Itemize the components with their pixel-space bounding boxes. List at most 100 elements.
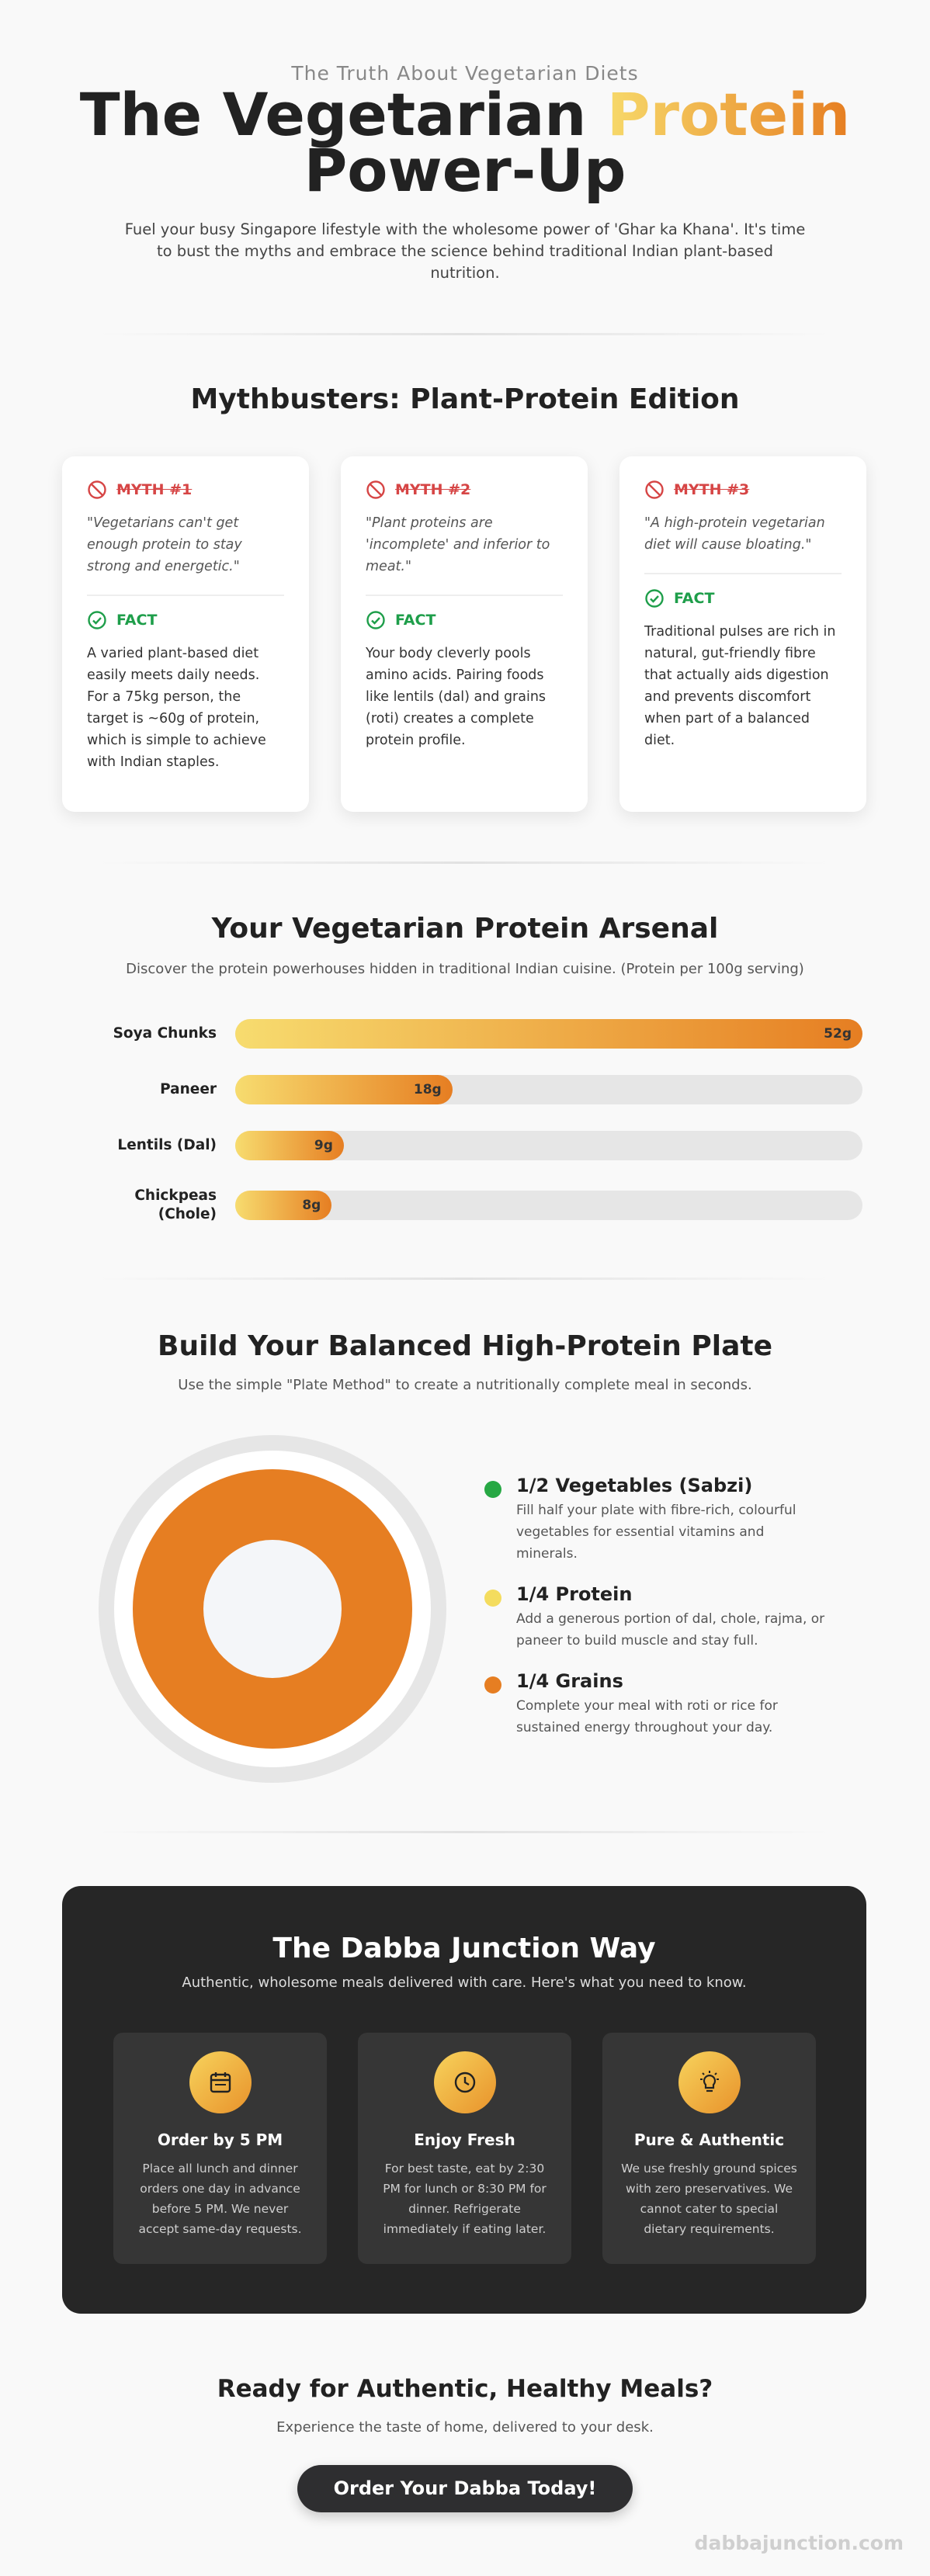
bar-row: Chickpeas (Chole) 8g [92, 1187, 862, 1224]
legend-item: 1/2 Vegetables (Sabzi) Fill half your pla… [484, 1475, 842, 1565]
myth-quote: "Vegetarians can't get enough protein to… [87, 515, 242, 574]
bar-value-label: 18g [413, 1082, 442, 1097]
cta-button[interactable]: Order Your Dabba Today! [297, 2465, 633, 2512]
section-subtitle: Use the simple "Plate Method" to create … [178, 1377, 752, 1393]
fact-label: FACT [116, 612, 158, 629]
bar [235, 1075, 453, 1104]
myth-label: MYTH #3 [674, 481, 750, 498]
info-title: Order by 5 PM [157, 2130, 283, 2149]
fact-text: Traditional pulses are rich in natural, … [644, 624, 836, 748]
separator [87, 595, 284, 596]
legend-item: 1/4 Grains Complete your meal with roti o… [484, 1670, 842, 1739]
fact-header: FACT [87, 610, 284, 630]
myth-icon [366, 480, 385, 499]
bar-label: Soya Chunks [113, 1025, 217, 1042]
info-text: Place all lunch and dinner orders one da… [138, 2162, 302, 2236]
title-start: The Vegetarian [79, 80, 587, 149]
bar-value-label: 52g [824, 1026, 852, 1042]
divider [99, 1831, 830, 1833]
legend-text: Fill half your plate with fibre-rich, co… [516, 1503, 796, 1562]
myth-quote: "Plant proteins are 'incomplete' and inf… [366, 515, 550, 574]
legend-text: Add a generous portion of dal, chole, ra… [516, 1611, 825, 1649]
dabba-panel: The Dabba Junction Way Authentic, wholes… [62, 1886, 866, 2314]
bar-track: 9g [235, 1131, 862, 1160]
fact-icon [645, 589, 664, 608]
bar-label: Paneer [160, 1081, 217, 1097]
dabba-title: The Dabba Junction Way [272, 1933, 656, 1964]
legend-title: 1/4 Grains [516, 1670, 623, 1692]
dabba-cards: Order by 5 PM Place all lunch and dinner … [113, 2033, 816, 2264]
bar [235, 1191, 332, 1220]
bar [235, 1131, 344, 1160]
myth-card: MYTH #2 "Plant proteins are 'incomplete' … [341, 456, 588, 812]
info-icon [189, 2051, 252, 2113]
legend-dot [484, 1676, 501, 1694]
myth-header: MYTH #2 [366, 480, 563, 500]
info-text: For best taste, eat by 2:30 PM for lunch… [383, 2162, 547, 2236]
section-title: Mythbusters: Plant-Protein Edition [190, 383, 740, 415]
plate-center [203, 1540, 342, 1678]
bar-track: 18g [235, 1075, 862, 1104]
legend-text: Complete your meal with roti or rice for… [516, 1698, 778, 1735]
info-card: Pure & Authentic We use freshly ground sp… [602, 2033, 816, 2264]
info-card: Order by 5 PM Place all lunch and dinner … [113, 2033, 327, 2264]
bar-label: Chickpeas (Chole) [134, 1187, 217, 1222]
legend-item: 1/4 Protein Add a generous portion of dal… [484, 1583, 842, 1652]
fact-header: FACT [644, 588, 842, 608]
bar-track: 8g [235, 1191, 862, 1220]
myth-icon [88, 480, 106, 499]
bar-value-label: 8g [302, 1198, 321, 1213]
bar-value-label: 9g [314, 1138, 333, 1153]
section-title: Build Your Balanced High-Protein Plate [158, 1330, 772, 1362]
cta-title: Ready for Authentic, Healthy Meals? [217, 2375, 713, 2403]
section-title: Your Vegetarian Protein Arsenal [211, 913, 719, 945]
fact-icon [366, 611, 385, 629]
separator [366, 595, 563, 596]
fact-header: FACT [366, 610, 563, 630]
legend-title: 1/2 Vegetables (Sabzi) [516, 1475, 753, 1496]
legend-title: 1/4 Protein [516, 1583, 633, 1605]
myth-quote: "A high-protein vegetarian diet will cau… [644, 515, 825, 553]
dabba-subtitle: Authentic, wholesome meals delivered wit… [182, 1974, 747, 1991]
footer-domain: dabbajunction.com [694, 2532, 904, 2554]
info-title: Enjoy Fresh [414, 2130, 515, 2149]
eyebrow: The Truth About Vegetarian Diets [291, 62, 639, 85]
info-icon [678, 2051, 741, 2113]
myth-icon [645, 480, 664, 499]
bar-row: Lentils (Dal) 9g [92, 1131, 862, 1160]
fact-icon [88, 611, 106, 629]
myth-label: MYTH #1 [116, 481, 193, 498]
fact-label: FACT [395, 612, 436, 629]
divider [99, 333, 830, 335]
myth-card: MYTH #1 "Vegetarians can't get enough pro… [62, 456, 309, 812]
bar [235, 1019, 862, 1049]
section-subtitle: Discover the protein powerhouses hidden … [126, 961, 804, 977]
myth-label: MYTH #2 [395, 481, 471, 498]
title-end: Power-Up [304, 136, 626, 205]
myth-header: MYTH #3 [644, 480, 842, 500]
myth-card: MYTH #3 "A high-protein vegetarian diet w… [619, 456, 866, 812]
bar-label: Lentils (Dal) [117, 1137, 217, 1153]
info-card: Enjoy Fresh For best taste, eat by 2:30 P… [358, 2033, 571, 2264]
bar-row: Paneer 18g [92, 1075, 862, 1104]
divider [99, 1278, 830, 1280]
info-title: Pure & Authentic [633, 2130, 785, 2149]
cta-subtitle: Experience the taste of home, delivered … [276, 2419, 654, 2436]
info-text: We use freshly ground spices with zero p… [621, 2162, 797, 2236]
fact-label: FACT [674, 590, 715, 607]
bar-chart: Soya Chunks 52g Paneer 18g Lentils (Dal) 9g Ch… [92, 1019, 862, 1224]
main-title: The Vegetarian Protein Power-Up [0, 85, 930, 200]
fact-text: A varied plant-based diet easily meets d… [87, 646, 266, 770]
legend-dot [484, 1481, 501, 1498]
bar-track: 52g [235, 1019, 862, 1049]
myth-cards: MYTH #1 "Vegetarians can't get enough pro… [62, 456, 866, 812]
myth-header: MYTH #1 [87, 480, 284, 500]
plate-graphic [99, 1435, 446, 1783]
fact-text: Your body cleverly pools amino acids. Pa… [366, 646, 547, 748]
intro: Fuel your busy Singapore lifestyle with … [124, 220, 806, 282]
legend-dot [484, 1590, 501, 1607]
info-icon [433, 2051, 496, 2113]
divider [99, 862, 830, 864]
